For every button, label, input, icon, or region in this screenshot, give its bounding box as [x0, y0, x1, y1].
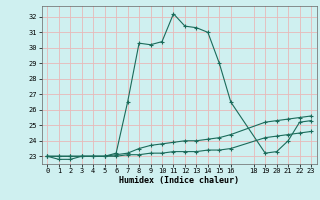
X-axis label: Humidex (Indice chaleur): Humidex (Indice chaleur) — [119, 176, 239, 185]
